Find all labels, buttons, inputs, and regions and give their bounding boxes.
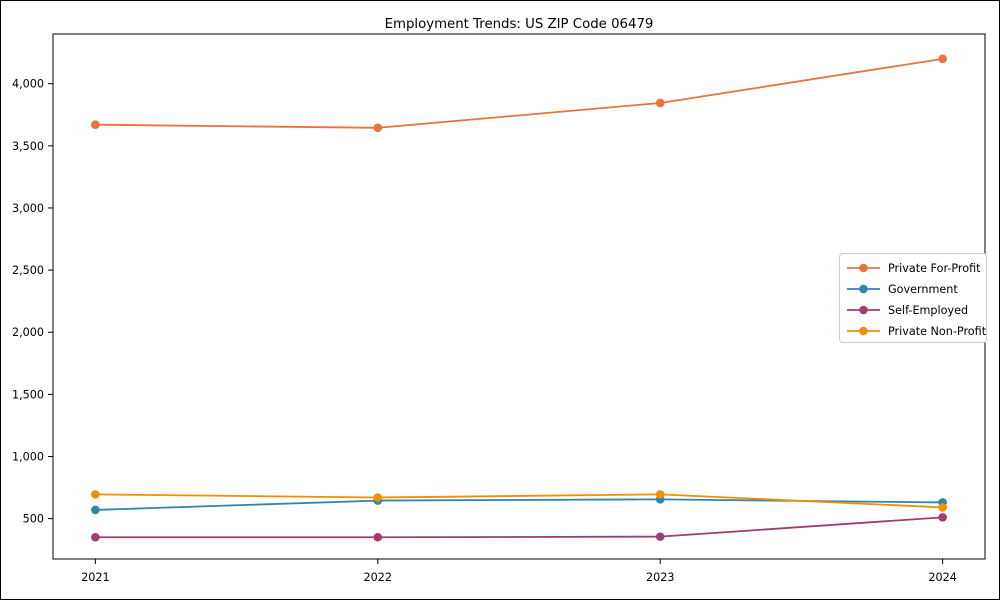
legend-label: Self-Employed: [888, 304, 968, 317]
data-point-private-non-profit-2023: [655, 490, 665, 499]
series-self-employed: [91, 513, 947, 542]
legend-item-self-employed: Self-Employed: [847, 304, 968, 317]
y-axis-tick-label: 500: [23, 513, 44, 526]
chart-title: Employment Trends: US ZIP Code 06479: [385, 17, 654, 32]
legend-label: Private For-Profit: [888, 262, 981, 275]
legend-marker-dot: [859, 305, 868, 315]
series-government: [91, 495, 947, 515]
legend-label: Private Non-Profit: [888, 325, 987, 338]
data-point-private-non-profit-2024: [938, 503, 947, 512]
y-axis-tick-label: 3,500: [12, 140, 44, 153]
legend-marker-dot: [859, 326, 868, 336]
legend-label: Government: [888, 283, 958, 296]
data-point-self-employed-2022: [373, 532, 383, 542]
y-axis-tick-label: 1,500: [12, 388, 44, 401]
data-point-government-2021: [91, 505, 100, 515]
legend-item-private-for-profit: Private For-Profit: [847, 262, 981, 275]
y-axis-tick-label: 2,500: [12, 264, 44, 277]
data-point-private-for-profit-2021: [91, 120, 100, 130]
series-line-private-non-profit: [94, 493, 944, 509]
plot-area: 500 1,000 1,500 2,000 2,500 3,000 3,500 4,000 20…: [12, 33, 987, 584]
legend-item-private-non-profit: Private Non-Profit: [847, 325, 987, 338]
data-point-private-non-profit-2022: [373, 493, 383, 502]
y-axis-tick-label: 3,000: [12, 202, 44, 215]
data-point-private-for-profit-2022: [373, 123, 383, 133]
data-point-private-for-profit-2024: [938, 54, 947, 64]
legend-item-government: Government: [847, 283, 958, 296]
legend-marker-dot: [859, 284, 868, 294]
data-point-private-for-profit-2023: [655, 98, 665, 108]
series-private-non-profit: [91, 490, 947, 512]
data-point-self-employed-2024: [938, 513, 947, 522]
x-axis-tick-label: 2022: [364, 571, 392, 584]
legend-box: [839, 253, 987, 343]
data-point-private-non-profit-2021: [91, 490, 100, 499]
y-axis-tick-label: 1,000: [12, 450, 44, 463]
series-line-self-employed: [94, 516, 944, 539]
y-axis-tick-label: 4,000: [12, 78, 44, 91]
series-private-for-profit: [91, 54, 947, 133]
x-axis-tick-label: 2023: [646, 571, 674, 584]
legend: Private For-Profit Government Self-Employe…: [839, 253, 987, 343]
legend-marker-dot: [859, 263, 868, 273]
series-line-private-for-profit: [94, 57, 944, 129]
y-axis-tick-label: 2,000: [12, 326, 44, 339]
data-point-self-employed-2023: [655, 532, 665, 541]
data-point-self-employed-2021: [91, 532, 100, 542]
x-axis-tick-label: 2024: [928, 571, 956, 584]
x-axis-tick-label: 2021: [81, 571, 109, 584]
